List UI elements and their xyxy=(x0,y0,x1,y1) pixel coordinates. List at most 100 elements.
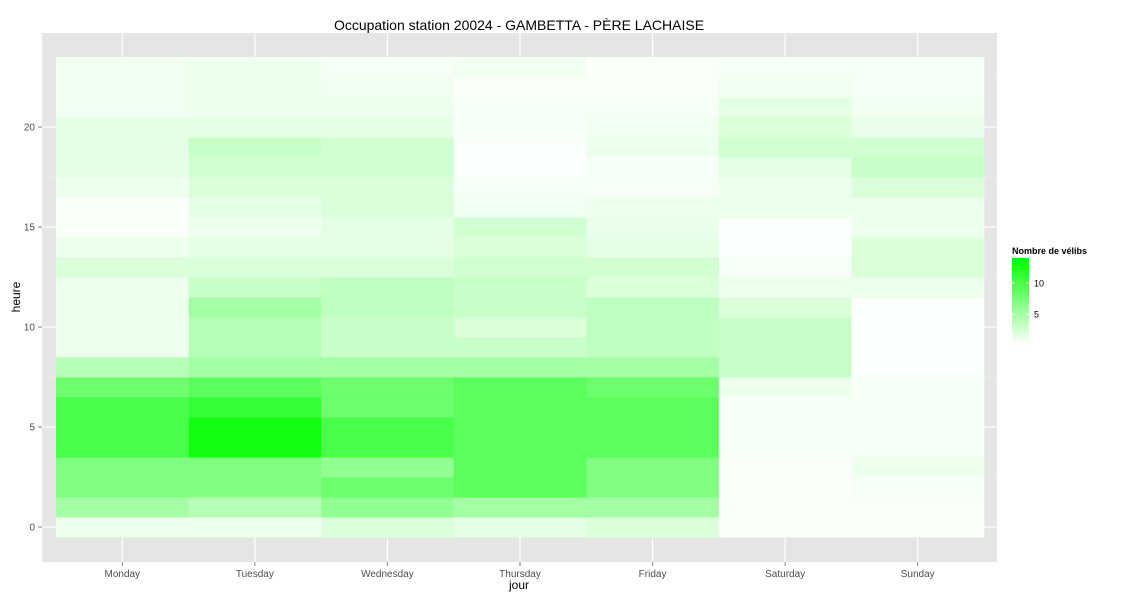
heatmap-tile xyxy=(718,417,852,438)
heatmap-tile xyxy=(851,117,985,138)
heatmap-tile xyxy=(453,317,587,338)
heatmap-tile xyxy=(321,277,455,298)
heatmap-tile xyxy=(56,177,189,198)
heatmap-tile xyxy=(188,477,322,498)
legend-title: Nombre de vélibs xyxy=(1012,246,1087,256)
heatmap-tile xyxy=(718,237,852,258)
heatmap-tile xyxy=(718,157,852,178)
heatmap-tile xyxy=(321,137,455,158)
y-axis-label: heure xyxy=(9,281,23,312)
heatmap-tile xyxy=(718,57,852,78)
legend: Nombre de vélibs 5 10 xyxy=(1012,246,1087,345)
heatmap-tile xyxy=(718,297,852,318)
heatmap-tile xyxy=(321,477,455,498)
heatmap-tile xyxy=(851,237,985,258)
heatmap-tile xyxy=(586,377,720,398)
heatmap-tile xyxy=(453,77,587,98)
heatmap-tile xyxy=(586,77,720,98)
heatmap-tile xyxy=(453,137,587,158)
x-axis: Monday Tuesday Wednesday Thursday Friday Satu… xyxy=(104,562,935,580)
heatmap-tile xyxy=(718,77,852,98)
heatmap-tile xyxy=(56,237,189,258)
heatmap-tiles xyxy=(56,57,985,538)
heatmap-tile xyxy=(56,297,189,318)
heatmap-tile xyxy=(188,197,322,218)
heatmap-tile xyxy=(188,357,322,378)
y-tick-label: 0 xyxy=(29,523,35,534)
heatmap-tile xyxy=(321,437,455,458)
heatmap-tile xyxy=(586,297,720,318)
heatmap-tile xyxy=(188,117,322,138)
y-axis: 0 5 10 15 20 xyxy=(24,123,42,534)
heatmap-tile xyxy=(851,497,985,518)
heatmap-tile xyxy=(586,197,720,218)
heatmap-tile xyxy=(56,197,189,218)
heatmap-tile xyxy=(321,57,455,78)
heatmap-tile xyxy=(321,117,455,138)
heatmap-tile xyxy=(56,337,189,358)
heatmap-tile xyxy=(586,137,720,158)
heatmap-tile xyxy=(718,357,852,378)
heatmap-tile xyxy=(586,257,720,278)
heatmap-tile xyxy=(321,497,455,518)
heatmap-tile xyxy=(56,357,189,378)
heatmap-tile xyxy=(321,157,455,178)
heatmap-tile xyxy=(718,197,852,218)
x-tick-label: Tuesday xyxy=(236,569,274,580)
heatmap-tile xyxy=(453,437,587,458)
heatmap-tile xyxy=(188,157,322,178)
heatmap-tile xyxy=(718,457,852,478)
heatmap-tile xyxy=(453,477,587,498)
heatmap-tile xyxy=(718,477,852,498)
heatmap-tile xyxy=(453,217,587,238)
x-tick-label: Sunday xyxy=(901,569,935,580)
heatmap-tile xyxy=(586,437,720,458)
heatmap-tile xyxy=(851,217,985,238)
heatmap-tile xyxy=(851,477,985,498)
heatmap-tile xyxy=(321,317,455,338)
heatmap-tile xyxy=(453,117,587,138)
heatmap-tile xyxy=(453,257,587,278)
heatmap-tile xyxy=(718,177,852,198)
heatmap-tile xyxy=(453,157,587,178)
heatmap-tile xyxy=(56,517,189,538)
heatmap-tile xyxy=(586,417,720,438)
heatmap-tile xyxy=(453,337,587,358)
heatmap-tile xyxy=(453,97,587,118)
heatmap-tile xyxy=(321,297,455,318)
heatmap-tile xyxy=(586,337,720,358)
heatmap-tile xyxy=(56,157,189,178)
y-tick-label: 15 xyxy=(24,223,36,234)
heatmap-tile xyxy=(56,137,189,158)
y-tick-label: 20 xyxy=(24,123,36,134)
heatmap-tile xyxy=(453,57,587,78)
y-tick-label: 5 xyxy=(29,423,35,434)
heatmap-tile xyxy=(321,257,455,278)
heatmap-tile xyxy=(851,357,985,378)
heatmap-tile xyxy=(586,497,720,518)
heatmap-tile xyxy=(718,497,852,518)
heatmap-tile xyxy=(321,357,455,378)
x-tick-label: Saturday xyxy=(765,569,805,580)
y-tick-label: 10 xyxy=(24,323,36,334)
heatmap-tile xyxy=(453,357,587,378)
legend-colorbar xyxy=(1012,258,1029,345)
heatmap-tile xyxy=(586,157,720,178)
heatmap-tile xyxy=(851,197,985,218)
heatmap-tile xyxy=(453,417,587,438)
heatmap-tile xyxy=(321,197,455,218)
heatmap-tile xyxy=(321,377,455,398)
heatmap-tile xyxy=(453,517,587,538)
heatmap-tile xyxy=(586,117,720,138)
heatmap-tile xyxy=(453,377,587,398)
legend-tick-label: 10 xyxy=(1034,278,1044,288)
heatmap-tile xyxy=(718,217,852,238)
heatmap-tile xyxy=(56,57,189,78)
heatmap-tile xyxy=(851,137,985,158)
heatmap-tile xyxy=(851,317,985,338)
heatmap-tile xyxy=(188,317,322,338)
heatmap-tile xyxy=(188,517,322,538)
heatmap-tile xyxy=(453,397,587,418)
heatmap-tile xyxy=(718,437,852,458)
heatmap-tile xyxy=(321,517,455,538)
